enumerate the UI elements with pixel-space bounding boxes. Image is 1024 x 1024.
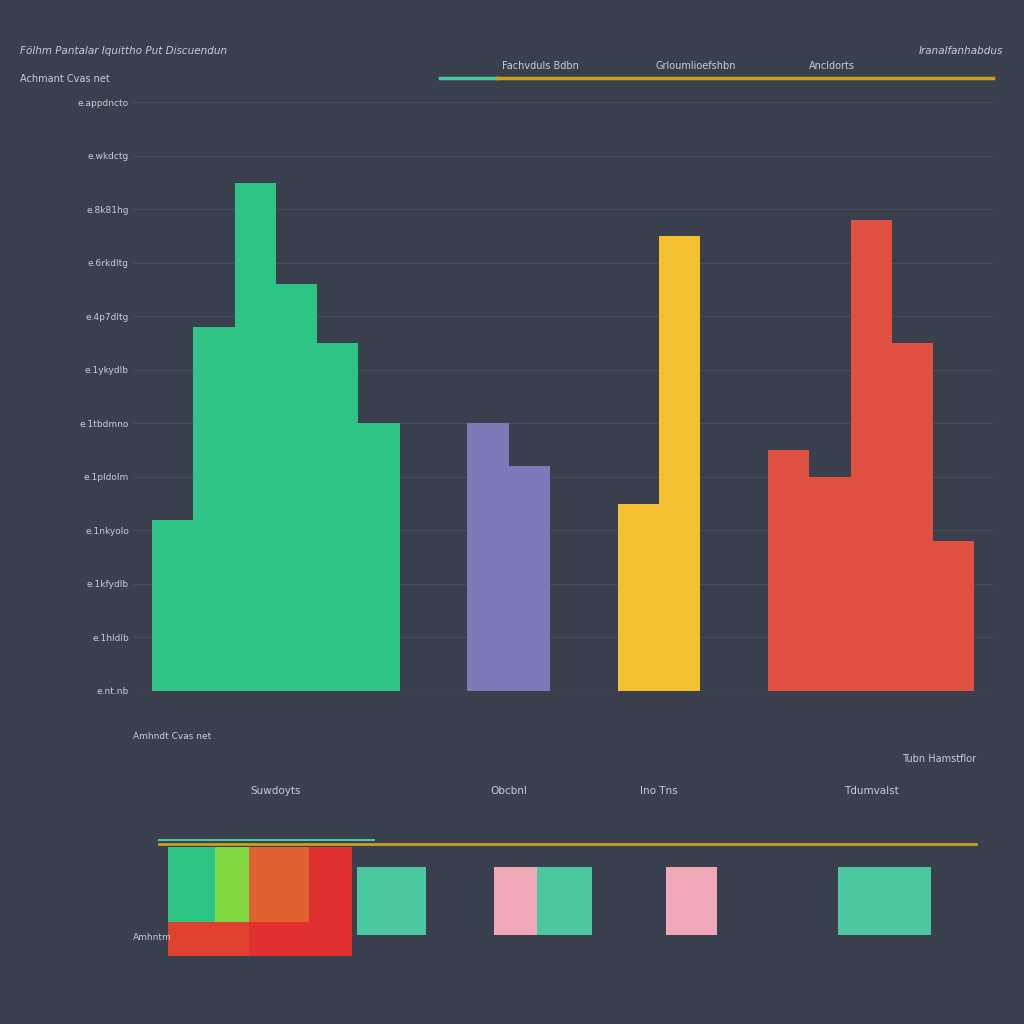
Bar (152, 520, 194, 691)
Bar (249, 922, 309, 955)
Bar (921, 867, 932, 935)
Bar (852, 867, 866, 935)
Bar (194, 327, 234, 691)
Bar (309, 888, 352, 955)
Bar (839, 867, 852, 935)
Bar (317, 343, 358, 691)
Bar (249, 847, 309, 922)
Text: Tdumvalst: Tdumvalst (844, 786, 899, 796)
Bar (356, 867, 371, 935)
Bar (809, 477, 851, 691)
Bar (495, 867, 538, 935)
Text: Amhndt Cvas net: Amhndt Cvas net (133, 732, 211, 740)
Text: Achmant Cvas net: Achmant Cvas net (20, 74, 111, 84)
Bar (234, 182, 275, 691)
Text: Suwdoyts: Suwdoyts (251, 786, 301, 796)
Text: Tubn Hamstflor: Tubn Hamstflor (902, 754, 976, 764)
Bar (933, 541, 975, 691)
Text: Amhntm: Amhntm (133, 933, 172, 942)
Bar (398, 867, 412, 935)
Text: Ino Tns: Ino Tns (640, 786, 678, 796)
Bar (659, 237, 700, 691)
Bar (371, 867, 384, 935)
Bar (907, 867, 921, 935)
Bar (551, 867, 565, 935)
Bar (880, 867, 894, 935)
Bar (509, 466, 550, 691)
Text: Fölhm Pantalar Iquittho Put Discuendun: Fölhm Pantalar Iquittho Put Discuendun (20, 46, 227, 56)
Bar (538, 867, 551, 935)
Bar (696, 867, 707, 935)
Bar (866, 867, 880, 935)
Bar (215, 922, 249, 955)
Text: Grloumlioefshbn: Grloumlioefshbn (655, 60, 736, 71)
Text: Obcbnl: Obcbnl (490, 786, 527, 796)
Text: Ancldorts: Ancldorts (809, 60, 855, 71)
Bar (894, 867, 907, 935)
Bar (768, 451, 809, 691)
Bar (565, 867, 579, 935)
Bar (579, 867, 593, 935)
Bar (384, 867, 398, 935)
Bar (412, 867, 426, 935)
Bar (892, 343, 933, 691)
Bar (851, 220, 892, 691)
Bar (215, 847, 249, 922)
Bar (617, 504, 659, 691)
Bar (309, 847, 352, 888)
Text: Fachvduls Bdbn: Fachvduls Bdbn (502, 60, 579, 71)
Text: Iranalfanhabdus: Iranalfanhabdus (920, 46, 1004, 56)
Bar (467, 423, 509, 691)
Bar (707, 867, 717, 935)
Bar (667, 867, 696, 935)
Bar (358, 423, 399, 691)
Bar (168, 922, 215, 955)
Bar (168, 847, 215, 922)
Bar (275, 285, 317, 691)
